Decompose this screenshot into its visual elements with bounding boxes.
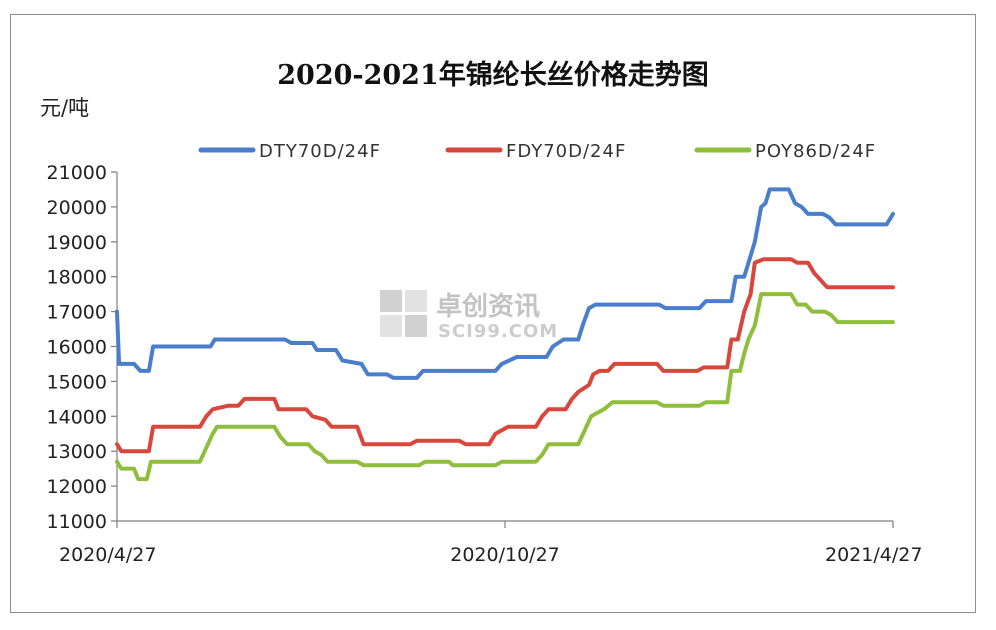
series-line <box>115 257 895 454</box>
line-chart: 2020-2021年锦纶长丝价格走势图 元/吨 卓创资讯 SCI99.COM D… <box>40 59 922 566</box>
y-tick-label: 19000 <box>47 232 107 254</box>
legend: DTY70D/24F FDY70D/24F POY86D/24F <box>198 141 876 162</box>
y-axis-unit-label: 元/吨 <box>40 96 89 120</box>
y-tick-label: 15000 <box>47 371 107 393</box>
legend-item: FDY70D/24F <box>445 141 626 162</box>
x-tick-label: 2021/4/27 <box>825 544 922 566</box>
chart-frame: 2020-2021年锦纶长丝价格走势图 元/吨 卓创资讯 SCI99.COM D… <box>10 14 976 613</box>
y-tick-label: 20000 <box>47 197 107 219</box>
series-line <box>115 187 895 380</box>
watermark-site: SCI99.COM <box>438 321 558 342</box>
y-tick-label: 14000 <box>47 406 107 428</box>
series-line <box>115 292 895 482</box>
legend-item: DTY70D/24F <box>198 141 381 162</box>
chart-title: 2020-2021年锦纶长丝价格走势图 <box>277 59 709 91</box>
legend-label: POY86D/24F <box>755 141 876 162</box>
legend-item: POY86D/24F <box>694 141 876 162</box>
y-axis: 11000 12000 13000 14000 15000 16000 17000 18000… <box>47 162 118 533</box>
legend-label: FDY70D/24F <box>506 141 626 162</box>
legend-label: DTY70D/24F <box>259 141 381 162</box>
y-tick-label: 18000 <box>47 267 107 289</box>
x-tick-label: 2020/4/27 <box>59 544 156 566</box>
y-tick-label: 21000 <box>47 162 107 184</box>
y-tick-label: 17000 <box>47 302 107 324</box>
x-axis: 2020/4/27 2020/10/27 2021/4/27 <box>59 520 922 566</box>
watermark-logo-icon <box>380 290 427 337</box>
watermark-name: 卓创资讯 <box>436 292 540 322</box>
plot-area <box>115 187 895 482</box>
y-tick-label: 16000 <box>47 337 107 359</box>
y-tick-label: 12000 <box>47 476 107 498</box>
y-tick-label: 11000 <box>47 511 107 533</box>
y-tick-label: 13000 <box>47 441 107 463</box>
x-tick-label: 2020/10/27 <box>450 544 560 566</box>
watermark: 卓创资讯 SCI99.COM <box>380 290 558 342</box>
